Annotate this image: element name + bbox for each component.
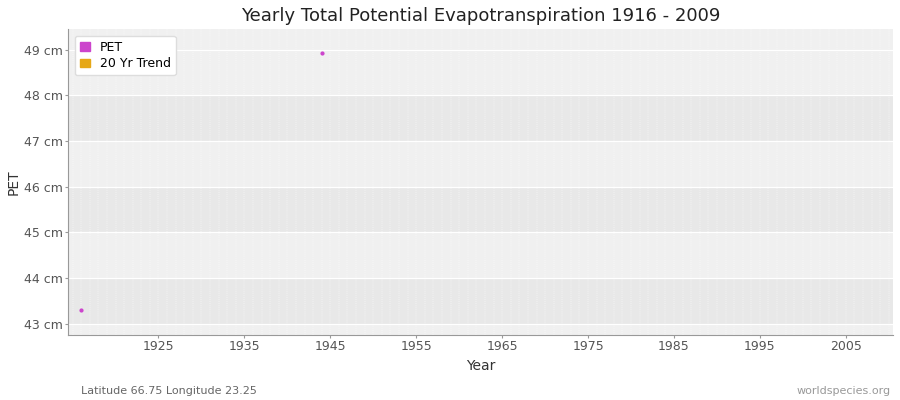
Legend: PET, 20 Yr Trend: PET, 20 Yr Trend [75, 36, 176, 75]
Bar [68, 232, 893, 278]
Point [314, 50, 328, 56]
Bar [68, 50, 893, 96]
Bar [68, 96, 893, 141]
Title: Yearly Total Potential Evapotranspiration 1916 - 2009: Yearly Total Potential Evapotranspiratio… [241, 7, 720, 25]
X-axis label: Year: Year [466, 359, 495, 373]
Y-axis label: PET: PET [7, 169, 21, 195]
Bar [68, 278, 893, 324]
Bar [68, 187, 893, 232]
Text: Latitude 66.75 Longitude 23.25: Latitude 66.75 Longitude 23.25 [81, 386, 256, 396]
Point [74, 307, 88, 313]
Bar [68, 141, 893, 187]
Text: worldspecies.org: worldspecies.org [796, 386, 891, 396]
